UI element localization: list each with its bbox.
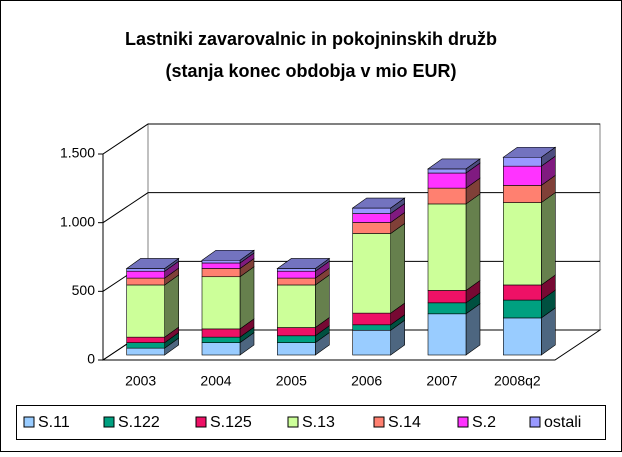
bar-side [541, 191, 556, 286]
y-tick-label: 1.000 [60, 213, 95, 229]
bar [427, 168, 467, 174]
legend-swatch [23, 416, 35, 428]
bar [503, 284, 542, 301]
bar-top [351, 197, 406, 209]
x-tick-label: 2005 [276, 373, 307, 389]
bar-top [502, 146, 557, 158]
bar [427, 172, 467, 189]
bar [277, 268, 316, 272]
bar [503, 156, 542, 167]
bar [352, 329, 391, 356]
bar [352, 222, 391, 234]
bar-side [465, 193, 481, 292]
legend-label: S.125 [210, 414, 252, 431]
bar [427, 313, 467, 356]
bar [427, 290, 467, 304]
bar [126, 347, 165, 356]
bar [503, 202, 542, 286]
bar [126, 270, 165, 279]
y-tick-label: 500 [72, 282, 96, 298]
bar-side [239, 266, 255, 330]
bar [503, 165, 542, 186]
bar [352, 312, 391, 326]
bar [503, 299, 542, 319]
legend-swatch [103, 416, 115, 428]
bar [427, 203, 467, 291]
legend-swatch [529, 416, 541, 428]
legend-swatch [195, 416, 207, 428]
bar [503, 185, 542, 203]
bar-side [164, 274, 179, 338]
x-tick-label: 2006 [351, 373, 382, 389]
bar [503, 317, 542, 356]
legend [16, 405, 606, 440]
bar [201, 336, 241, 343]
bar [201, 342, 241, 356]
legend-label: S.122 [118, 414, 160, 431]
x-tick-label: 2004 [200, 373, 231, 389]
bar [201, 259, 241, 264]
bar-top [427, 158, 481, 170]
bar [277, 270, 316, 279]
x-tick-label: 2003 [125, 373, 156, 389]
bar [201, 268, 241, 278]
bar-side [390, 222, 405, 314]
bar [352, 324, 391, 331]
grid-line [102, 123, 600, 155]
bar [126, 284, 165, 338]
legend-label: S.14 [388, 414, 421, 431]
bar [427, 302, 467, 315]
legend-label: S.11 [38, 414, 70, 431]
bar [126, 268, 165, 272]
bar [277, 342, 316, 356]
bar [352, 207, 391, 214]
x-tick-label: 2007 [426, 373, 457, 389]
legend-label: ostali [544, 414, 581, 431]
bar-top [201, 249, 255, 261]
bar [277, 284, 316, 328]
bar [427, 187, 467, 205]
bar [277, 327, 316, 337]
legend-swatch [287, 416, 299, 428]
bar [352, 233, 391, 314]
bar [201, 328, 241, 338]
bar-top [276, 258, 331, 269]
x-tick-label: 2008q2 [494, 373, 541, 389]
legend-label: S.2 [472, 414, 496, 431]
bar [201, 262, 241, 269]
chart-subtitle: (stanja konec obdobja v mio EUR) [165, 61, 456, 81]
bar [126, 277, 165, 286]
legend-swatch [457, 416, 469, 428]
bar [201, 276, 241, 330]
bar [277, 277, 316, 286]
bar [352, 213, 391, 223]
y-tick-label: 0 [87, 351, 95, 367]
bar-top [125, 258, 180, 269]
y-tick-label: 1.500 [60, 145, 95, 161]
legend-label: S.13 [302, 414, 335, 431]
chart-title: Lastniki zavarovalnic in pokojninskih dr… [125, 29, 497, 49]
legend-swatch [373, 416, 385, 428]
bar [126, 336, 165, 343]
bar [126, 342, 165, 349]
bar [277, 335, 316, 343]
